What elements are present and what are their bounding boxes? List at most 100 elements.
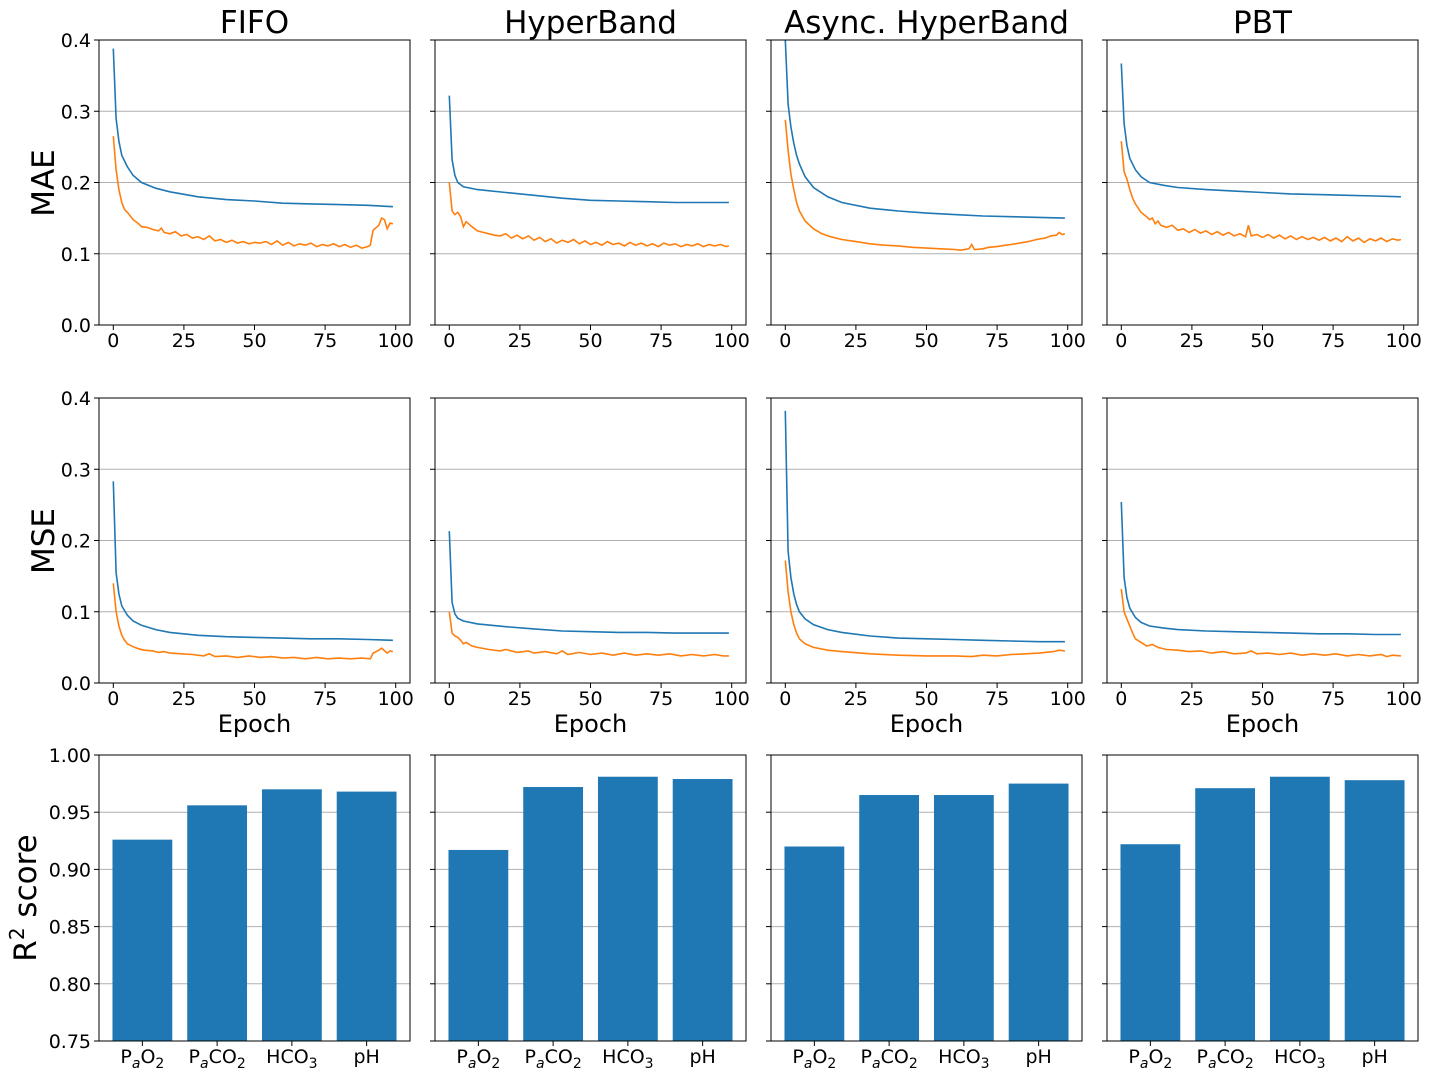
- fifo-r-score-ytick-label: 0.75: [49, 1031, 91, 1053]
- hyperband-mae-panel: 0 25 50 75 100: [430, 39, 750, 352]
- fifo-mse-ytick-label: 0.3: [61, 459, 91, 481]
- hyperband-mse-xtick-label: 100: [714, 688, 750, 710]
- fifo-r-score-bar-hco3: [261, 789, 322, 1041]
- fifo-r-score-ytick-label: 0.90: [49, 859, 91, 881]
- fifo-r-score-ytick-label: 1.00: [49, 745, 91, 767]
- pbt-mae-val-line: [1120, 141, 1402, 244]
- async-hyperband-mae-panel: 0 25 50 75 100: [766, 39, 1086, 352]
- async-hyperband-r-score-xtick-label-hco3: HCO3: [938, 1046, 989, 1072]
- fifo-mse-xlabel: Epoch: [218, 710, 292, 738]
- pbt-mse-xtick-label: 25: [1180, 688, 1204, 710]
- pbt-mse-xtick-label: 75: [1321, 688, 1345, 710]
- fifo-mse-frame: [98, 397, 411, 684]
- fifo-r-score-ytick-label: 0.95: [49, 802, 91, 824]
- async-hyperband-r-score-frame: [770, 754, 1083, 1042]
- hyperband-mae-xtick-label: 100: [714, 330, 750, 352]
- pbt-mse-xlabel: Epoch: [1226, 710, 1300, 738]
- async-hyperband-mse-frame: [770, 397, 1083, 684]
- column-title-fifo: FIFO: [220, 5, 289, 41]
- fifo-mae-ytick-label: 0.3: [61, 101, 91, 123]
- fifo-mae-xtick-label: 50: [242, 330, 266, 352]
- pbt-mse-xtick-label: 100: [1386, 688, 1422, 710]
- fifo-mae-ytick-label: 0.0: [61, 315, 91, 337]
- fifo-mse-xtick-label: 0: [107, 688, 119, 710]
- fifo-r-score-xtick-label-ph: pH: [353, 1046, 379, 1068]
- fifo-r-score-ytick-label: 0.80: [49, 974, 91, 996]
- hyperband-mse-train-line: [448, 531, 729, 634]
- fifo-r-score-xtick-label-hco3: HCO3: [266, 1046, 317, 1072]
- async-hyperband-mae-xtick-label: 25: [844, 330, 868, 352]
- async-hyperband-mse-xlabel: Epoch: [890, 710, 964, 738]
- fifo-mse-xtick-label: 50: [242, 688, 266, 710]
- fifo-mse-val-line: [112, 583, 394, 660]
- hyperband-mae-xtick-label: 25: [508, 330, 532, 352]
- column-title-async-hyperband: Async. HyperBand: [784, 5, 1069, 41]
- fifo-mse-xtick-label: 75: [313, 688, 337, 710]
- pbt-mse-val-line: [1120, 588, 1401, 658]
- async-hyperband-r-score-xtick-label-pao2: PaO2: [792, 1046, 836, 1072]
- fifo-mae-xtick-label: 100: [378, 330, 414, 352]
- hyperband-mae-xtick-label: 50: [578, 330, 602, 352]
- hyperband-mse-xtick-label: 75: [649, 688, 673, 710]
- hyperband-mse-panel: 0 25 50 75 100 Epoch: [430, 397, 750, 738]
- async-hyperband-r-score-bar-pao2: [784, 846, 845, 1041]
- pbt-mse-train-line: [1120, 501, 1401, 636]
- fifo-r-score-panel: 0.75 0.80 0.85 0.90 0.95 1.00 PaO2 PaCO2 HCO3 pH: [49, 745, 411, 1072]
- pbt-r-score-xtick-label-hco3: HCO3: [1274, 1046, 1325, 1072]
- async-hyperband-mse-xtick-label: 100: [1050, 688, 1086, 710]
- hyperband-mse-xlabel: Epoch: [554, 710, 628, 738]
- row-label-r-score: R2 score: [5, 834, 44, 961]
- pbt-r-score-xtick-label-paco2: PaCO2: [1197, 1046, 1254, 1072]
- async-hyperband-mae-frame: [770, 39, 1083, 326]
- fifo-mse-ytick-label: 0.0: [61, 673, 91, 695]
- fifo-mae-train-line: [112, 48, 393, 208]
- fifo-mae-val-line: [112, 136, 394, 249]
- hyperband-r-score-xtick-label-hco3: HCO3: [602, 1046, 653, 1072]
- fifo-mae-ytick-label: 0.2: [61, 173, 91, 195]
- pbt-mse-frame: [1106, 397, 1419, 684]
- async-hyperband-r-score-bar-ph: [1008, 783, 1069, 1041]
- pbt-r-score-bar-ph: [1344, 780, 1405, 1041]
- pbt-mae-xtick-label: 25: [1180, 330, 1204, 352]
- async-hyperband-mse-train-line: [784, 410, 1065, 643]
- fifo-mse-ytick-label: 0.2: [61, 531, 91, 553]
- async-hyperband-mse-xtick-label: 50: [914, 688, 938, 710]
- row-label-mae: MAE: [26, 149, 62, 217]
- pbt-r-score-bar-hco3: [1269, 776, 1330, 1041]
- fifo-r-score-frame: [98, 754, 411, 1042]
- pbt-mae-train-line: [1120, 63, 1401, 198]
- hyperband-r-score-bar-hco3: [597, 776, 658, 1041]
- fifo-mae-panel: 0.0 0.1 0.2 0.3 0.4 0 25 50 75 100: [61, 30, 414, 352]
- hyperband-r-score-xtick-label-paco2: PaCO2: [525, 1046, 582, 1072]
- pbt-mae-panel: 0 25 50 75 100: [1102, 39, 1422, 352]
- hyperband-mae-xtick-label: 0: [443, 330, 455, 352]
- async-hyperband-mse-xtick-label: 25: [844, 688, 868, 710]
- async-hyperband-mse-panel: 0 25 50 75 100 Epoch: [766, 397, 1086, 738]
- pbt-r-score-bar-pao2: [1120, 844, 1181, 1041]
- async-hyperband-mae-xtick-label: 50: [914, 330, 938, 352]
- fifo-mse-xtick-label: 25: [172, 688, 196, 710]
- hyperband-mae-frame: [434, 39, 747, 326]
- pbt-mse-xtick-label: 50: [1250, 688, 1274, 710]
- fifo-mae-frame: [98, 39, 411, 326]
- fifo-mae-ytick-label: 0.4: [61, 30, 91, 52]
- hyperband-mae-val-line: [448, 182, 730, 248]
- async-hyperband-r-score-bar-hco3: [933, 795, 994, 1041]
- hyperband-mse-xtick-label: 0: [443, 688, 455, 710]
- hyperband-mse-frame: [434, 397, 747, 684]
- fifo-r-score-bar-paco2: [187, 805, 248, 1041]
- column-title-pbt: PBT: [1233, 5, 1293, 41]
- pbt-mse-xtick-label: 0: [1115, 688, 1127, 710]
- fifo-mse-xtick-label: 100: [378, 688, 414, 710]
- hyperband-mse-val-line: [448, 611, 729, 657]
- pbt-mse-panel: 0 25 50 75 100 Epoch: [1102, 397, 1422, 738]
- pbt-mae-xtick-label: 75: [1321, 330, 1345, 352]
- fifo-mse-ytick-label: 0.1: [61, 602, 91, 624]
- fifo-mae-xtick-label: 0: [107, 330, 119, 352]
- fifo-mse-ytick-label: 0.4: [61, 388, 91, 410]
- hyperband-mae-train-line: [448, 95, 729, 204]
- fifo-mae-xtick-label: 25: [172, 330, 196, 352]
- fifo-r-score-xtick-label-paco2: PaCO2: [189, 1046, 246, 1072]
- async-hyperband-mae-xtick-label: 75: [985, 330, 1009, 352]
- hyperband-r-score-panel: PaO2 PaCO2 HCO3 pH: [430, 754, 747, 1072]
